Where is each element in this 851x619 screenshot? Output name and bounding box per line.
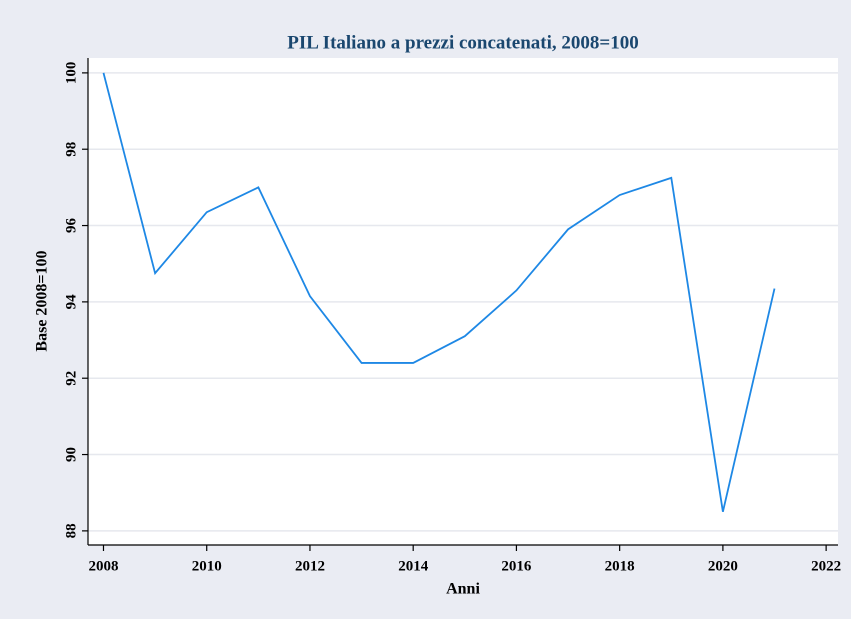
- x-tick-label: 2018: [605, 558, 635, 574]
- x-tick-label: 2012: [295, 558, 325, 574]
- x-tick-label: 2020: [708, 558, 738, 574]
- x-tick-label: 2008: [88, 558, 118, 574]
- x-axis-title: Anni: [446, 581, 480, 598]
- y-tick-label: 98: [63, 142, 79, 157]
- y-tick-label: 90: [63, 447, 79, 462]
- x-tick-label: 2010: [192, 558, 222, 574]
- y-axis-title: Base 2008=100: [34, 250, 51, 351]
- y-tick-label: 100: [63, 62, 79, 85]
- data-line: [102, 72, 776, 512]
- x-tick-label: 2022: [811, 558, 841, 574]
- y-tick-label: 96: [63, 218, 79, 234]
- x-tick-label: 2016: [501, 558, 532, 574]
- y-tick-label: 94: [63, 294, 79, 310]
- y-tick-label: 92: [63, 371, 79, 386]
- chart-title: PIL Italiano a prezzi concatenati, 2008=…: [287, 32, 638, 53]
- y-tick-label: 88: [63, 523, 79, 538]
- x-tick-label: 2014: [398, 558, 429, 574]
